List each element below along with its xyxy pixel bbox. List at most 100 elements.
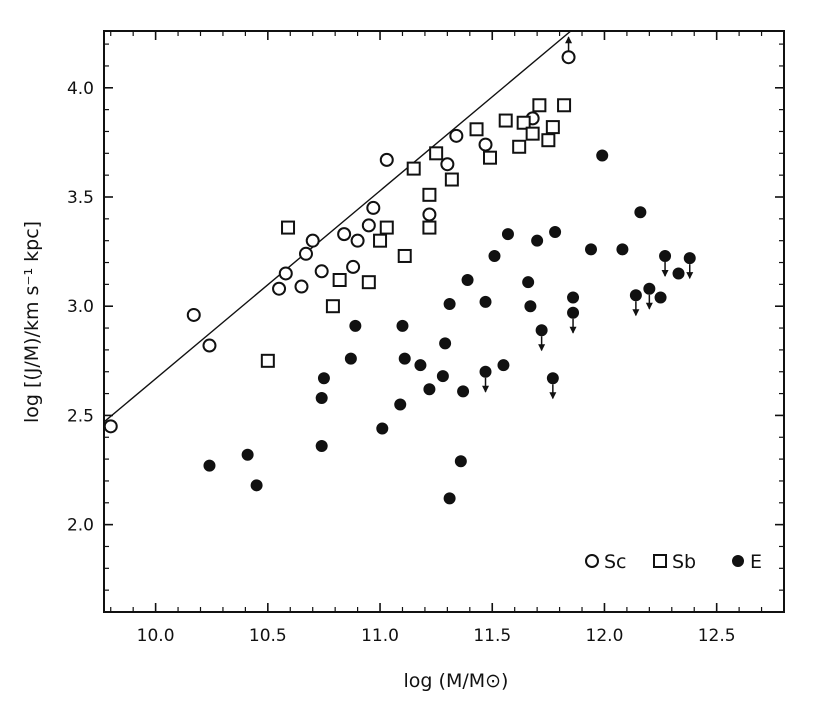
legend-label-E: E — [750, 551, 762, 573]
legend-label-Sb: Sb — [672, 551, 696, 573]
data-point-E — [549, 225, 562, 238]
data-point-E — [250, 479, 263, 492]
x-tick-label: 10.5 — [249, 626, 287, 646]
data-point-Sc — [366, 200, 381, 215]
data-points — [103, 36, 696, 505]
x-tick-label: 11.0 — [361, 626, 399, 646]
data-point-Sb — [422, 220, 437, 235]
data-point-Sb — [483, 150, 498, 165]
data-point-E — [497, 359, 510, 372]
data-point-E — [672, 267, 685, 280]
y-axis-label: log [(J/M)/km s⁻¹ kpc] — [21, 221, 43, 423]
limit-arrow-head — [538, 344, 546, 352]
legend: Sc Sb E — [585, 551, 762, 573]
data-point-Sb — [498, 113, 513, 128]
data-point-Sb — [525, 126, 540, 141]
data-point-Sc — [440, 157, 455, 172]
y-tick-label: 2.0 — [67, 516, 94, 536]
data-point-E — [315, 440, 328, 452]
y-tick-label: 3.0 — [67, 297, 94, 317]
data-point-E — [683, 252, 696, 265]
data-point-Sb — [516, 115, 531, 130]
data-point-E — [344, 352, 357, 365]
data-point-Sc — [361, 218, 376, 233]
data-point-E — [567, 291, 580, 304]
data-point-E — [203, 459, 216, 472]
data-point-E — [439, 337, 452, 350]
data-point-E — [567, 306, 580, 319]
data-point-E — [524, 300, 537, 313]
data-point-Sc — [103, 419, 118, 434]
data-point-Sb — [541, 133, 556, 148]
data-point-Sc — [379, 152, 394, 167]
data-point-E — [461, 274, 474, 286]
limit-arrow-head — [549, 392, 557, 400]
limit-arrow-head — [661, 269, 669, 277]
data-point-Sb — [512, 139, 527, 154]
data-point-Sc — [202, 338, 217, 353]
x-tick-label: 11.5 — [473, 626, 511, 646]
y-tick-label: 3.5 — [67, 188, 94, 208]
fit-line — [103, 30, 572, 423]
data-point-E — [376, 422, 389, 435]
data-point-Sc — [422, 207, 437, 222]
x-tick-label: 10.0 — [137, 626, 175, 646]
fit-line-layer — [103, 30, 572, 423]
data-point-Sb — [281, 220, 296, 235]
data-point-E — [479, 365, 492, 378]
data-point-E — [349, 319, 362, 332]
plot-area — [103, 30, 785, 613]
data-point-Sc — [186, 307, 201, 322]
limit-arrow-head — [565, 36, 573, 44]
data-point-Sb — [325, 299, 340, 314]
data-point-E — [398, 352, 411, 365]
data-point-Sc — [449, 128, 464, 143]
data-point-E — [654, 291, 667, 304]
data-point-E — [443, 492, 456, 505]
data-point-Sb — [397, 248, 412, 263]
data-point-E — [436, 370, 449, 383]
limit-arrow-head — [482, 385, 490, 393]
data-point-E — [396, 319, 409, 332]
data-point-E — [531, 234, 544, 247]
data-point-E — [241, 448, 254, 461]
data-point-Sc — [478, 137, 493, 152]
data-point-Sb — [545, 120, 560, 135]
x-axis-label: log (M/M⊙) — [404, 670, 509, 692]
limit-arrow-head — [632, 309, 640, 317]
data-point-E — [659, 249, 672, 262]
data-point-E — [629, 289, 642, 302]
data-point-E — [317, 372, 330, 385]
data-point-E — [634, 206, 647, 219]
data-point-E — [501, 228, 514, 241]
data-point-Sb — [260, 353, 275, 368]
legend-marker-E — [732, 555, 744, 567]
data-point-Sb — [429, 146, 444, 161]
data-point-Sc — [272, 281, 287, 296]
plot-frame — [103, 30, 785, 613]
data-point-E — [546, 372, 559, 385]
series-E — [203, 149, 696, 505]
data-point-Sc — [294, 279, 309, 294]
data-point-Sb — [406, 161, 421, 176]
data-point-E — [643, 282, 656, 295]
data-point-E — [479, 295, 492, 308]
data-point-E — [443, 298, 456, 311]
data-point-Sc — [346, 259, 361, 274]
data-point-Sb — [557, 98, 572, 113]
legend-marker-Sb — [653, 554, 667, 568]
data-point-Sc — [561, 50, 576, 65]
limit-arrow-head — [569, 326, 577, 334]
data-point-Sb — [532, 98, 547, 113]
y-tick-label: 2.5 — [67, 406, 94, 426]
limit-arrow-head — [686, 272, 694, 280]
data-point-Sb — [469, 122, 484, 137]
data-point-E — [522, 276, 535, 289]
data-point-Sc — [337, 227, 352, 242]
data-point-E — [616, 243, 629, 256]
data-point-Sb — [422, 187, 437, 202]
data-point-Sc — [350, 233, 365, 248]
data-point-Sb — [361, 275, 376, 290]
y-tick-label: 4.0 — [67, 79, 94, 99]
